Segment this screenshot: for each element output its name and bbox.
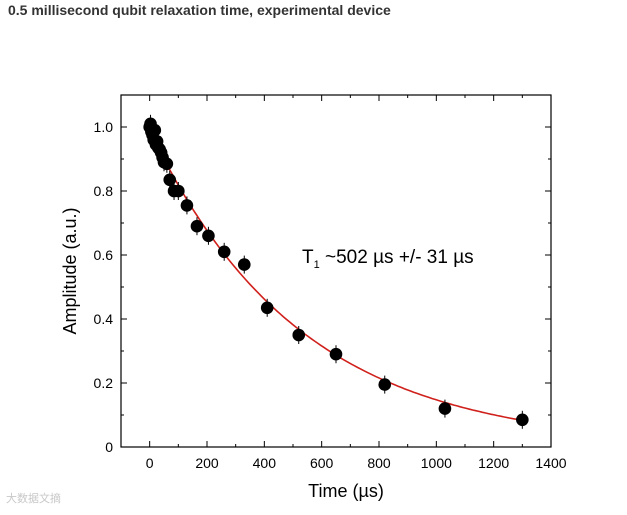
data-point [237,258,251,271]
y-tick-label: 0 [105,439,113,455]
plot-frame [120,94,552,448]
data-point [190,219,204,233]
data-point [148,123,162,137]
x-tick-label: 200 [195,455,219,471]
data-point [180,199,194,212]
data-point [378,378,392,391]
x-tick-label: 800 [367,455,391,471]
y-tick-label: 0.2 [94,375,114,391]
y-tick-label: 0.6 [94,247,114,263]
data-point [163,173,177,187]
x-axis-title: Time (µs) [308,481,384,501]
data-point [202,229,215,243]
fit-curve [148,129,523,422]
x-tick-label: 0 [146,455,154,471]
data-point [438,402,452,415]
y-tick-label: 0.8 [94,183,114,199]
x-tick-label: 1400 [535,455,566,471]
x-tick-label: 400 [253,455,277,471]
data-point [172,184,185,198]
t1-annotation-subscript: 1 [314,259,320,271]
y-tick-label: 0.4 [94,311,114,327]
data-point [160,157,174,171]
x-tick-label: 1200 [478,455,509,471]
t1-annotation: T1 ~502 µs +/- 31 µs [302,247,474,271]
data-point [260,301,274,315]
data-point [516,413,529,427]
figure-caption: 0.5 millisecond qubit relaxation time, e… [8,2,391,18]
data-point [217,245,231,259]
watermark: 大数据文摘 [6,493,61,505]
data-point [329,347,343,361]
data-point [292,328,306,342]
t1-annotation-prefix: T [302,247,314,268]
x-tick-label: 600 [310,455,334,471]
x-tick-label: 1000 [421,455,452,471]
y-tick-label: 1.0 [94,119,114,135]
t1-annotation-value: ~502 µs +/- 31 µs [320,247,474,268]
y-axis-title: Amplitude (a.u.) [60,207,80,334]
